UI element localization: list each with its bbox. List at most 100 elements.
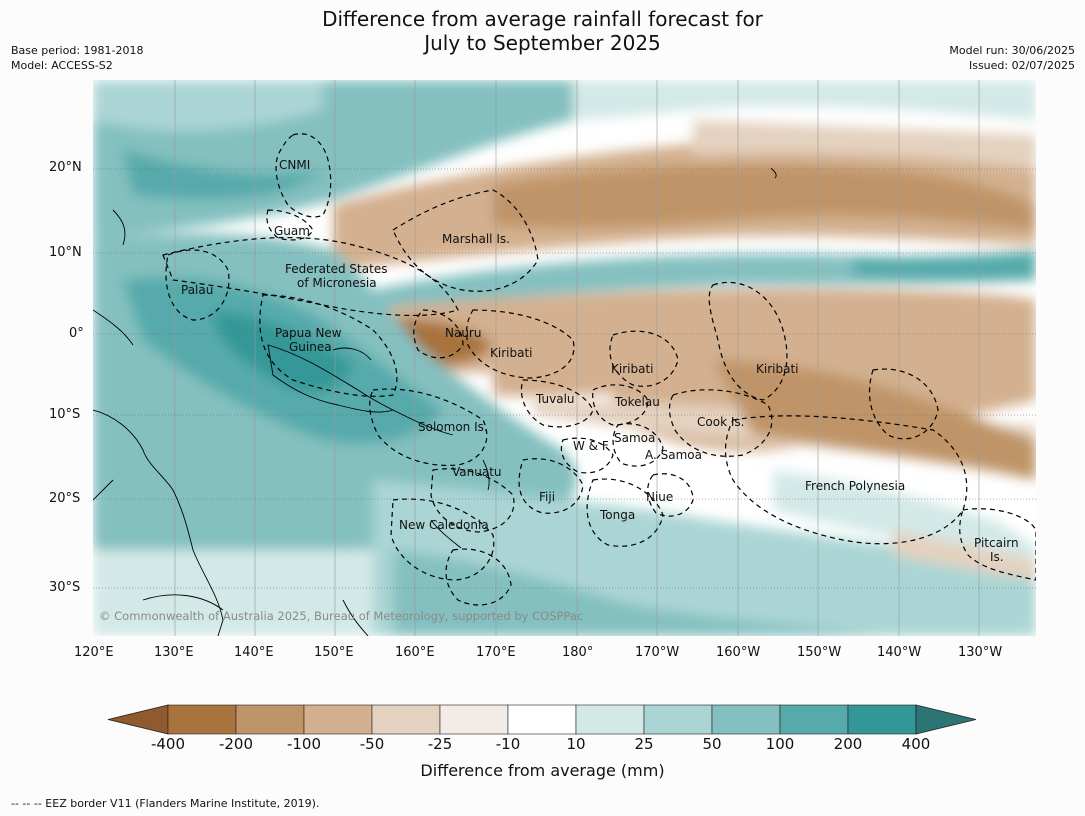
australia-south-coast [142, 594, 224, 611]
label-fsm-2: of Micronesia [297, 276, 377, 290]
colorbar [107, 704, 977, 735]
label-pitcairn-2: Is. [990, 550, 1004, 564]
eez-marshall [392, 189, 539, 292]
map-svg [93, 80, 1036, 636]
colorbar-label: 400 [901, 735, 931, 753]
lon-tick-130w: 130°W [958, 645, 1003, 660]
label-samoa: Samoa [614, 431, 656, 445]
colorbar-label: -200 [218, 735, 254, 753]
colorbar-label: -25 [427, 735, 453, 753]
chart-title: Difference from average rainfall forecas… [0, 7, 1085, 55]
lon-tick-180: 180° [562, 645, 594, 660]
label-fsm-1: Federated States [285, 262, 388, 276]
label-png-1: Papua New [275, 326, 342, 340]
colorbar-label: -10 [495, 735, 521, 753]
label-solomon: Solomon Is. [418, 420, 488, 434]
lon-tick-160w: 160°W [716, 645, 761, 660]
colorbar-swatch [779, 704, 849, 735]
model-run: Model run: 30/06/2025 [949, 44, 1075, 57]
eez-samoa [612, 423, 664, 467]
base-period: Base period: 1981-2018 [11, 44, 144, 57]
lat-tick-20n: 20°N [49, 160, 82, 175]
lon-tick-120e: 120°E [74, 645, 114, 660]
meta-left: Base period: 1981-2018 Model: ACCESS-S2 [11, 43, 143, 73]
colorbar-swatch [371, 704, 441, 735]
new-guinea [267, 344, 395, 413]
eez-wf [560, 437, 614, 474]
label-marshall: Marshall Is. [442, 232, 510, 246]
philippines [112, 209, 126, 246]
eez-new-caledonia [390, 498, 495, 581]
eez-niue [647, 473, 694, 517]
new-zealand-north [342, 599, 369, 636]
copyright-credit: © Commonwealth of Australia 2025, Bureau… [99, 609, 584, 623]
colorbar-swatch [303, 704, 373, 735]
label-kiribati-central: Kiribati [611, 362, 654, 376]
lon-tick-170w: 170°W [635, 645, 680, 660]
eez-legend: -- -- -- EEZ border V11 (Flanders Marine… [11, 797, 320, 810]
label-png-2: Guinea [289, 340, 332, 354]
lat-tick-30s: 30°S [49, 580, 81, 595]
graticule [174, 80, 980, 636]
eez-tokelau [592, 384, 649, 426]
australia-west-coast [93, 479, 114, 501]
lat-tick-10n: 10°N [49, 245, 82, 260]
lat-tick-20s: 20°S [49, 491, 81, 506]
label-tonga: Tonga [600, 508, 636, 522]
model-name: Model: ACCESS-S2 [11, 59, 113, 72]
lon-tick-140e: 140°E [234, 645, 274, 660]
label-kiribati-east: Kiribati [756, 362, 799, 376]
colorbar-swatches [107, 704, 977, 735]
label-palau: Palau [181, 283, 214, 297]
colorbar-extend-high [915, 704, 977, 735]
colorbar-label: -50 [359, 735, 385, 753]
eez-vanuatu [430, 468, 515, 533]
eez-cook [668, 389, 773, 457]
australia-coast [93, 409, 224, 636]
eez-kiribati-central [609, 330, 679, 387]
new-britain [332, 347, 372, 361]
colorbar-label: 200 [833, 735, 863, 753]
lon-tick-170e: 170°E [476, 645, 516, 660]
latitude-lines [93, 168, 1036, 589]
new-caledonia [430, 519, 462, 549]
label-vanuatu: Vanuatu [452, 465, 502, 479]
eez-french-polynesia [724, 415, 968, 545]
label-wf: W & F [573, 439, 609, 453]
colorbar-label: 10 [566, 735, 586, 753]
title-line-2: July to September 2025 [424, 31, 661, 55]
label-tokelau: Tokelau [615, 395, 660, 409]
label-cnmi: CNMI [279, 158, 311, 172]
colorbar-swatch [439, 704, 509, 735]
colorbar-label: -400 [150, 735, 186, 753]
colorbar-title: Difference from average (mm) [420, 761, 665, 780]
lat-tick-0: 0° [69, 326, 84, 341]
lon-tick-140w: 140°W [877, 645, 922, 660]
lat-tick-10s: 10°S [49, 407, 81, 422]
colorbar-label: -100 [286, 735, 322, 753]
hawaii [770, 167, 777, 179]
eez-tonga [586, 478, 664, 547]
eez-kermadec [445, 548, 512, 606]
coastlines [93, 167, 777, 636]
eez-kiribati-east [708, 281, 788, 401]
label-new-caledonia: New Caledonia [399, 518, 489, 532]
colorbar-label: 25 [634, 735, 654, 753]
eez-fiji [518, 458, 584, 514]
title-line-1: Difference from average rainfall forecas… [322, 7, 763, 31]
label-cook: Cook Is. [697, 415, 745, 429]
lon-tick-150e: 150°E [314, 645, 354, 660]
eez-pitcairn [959, 508, 1036, 581]
eez-fsm [162, 236, 459, 317]
label-french-polynesia: French Polynesia [805, 479, 906, 493]
colorbar-swatch [235, 704, 305, 735]
colorbar-swatch [643, 704, 713, 735]
label-kiribati-west: Kiribati [490, 346, 533, 360]
eez-png [259, 294, 398, 397]
colorbar-swatch [575, 704, 645, 735]
eez-kiribati-west [466, 309, 575, 379]
label-guam: Guam [274, 224, 310, 238]
colorbar-swatch [507, 704, 577, 735]
vanuatu-islands [482, 459, 490, 491]
lon-tick-150w: 150°W [797, 645, 842, 660]
